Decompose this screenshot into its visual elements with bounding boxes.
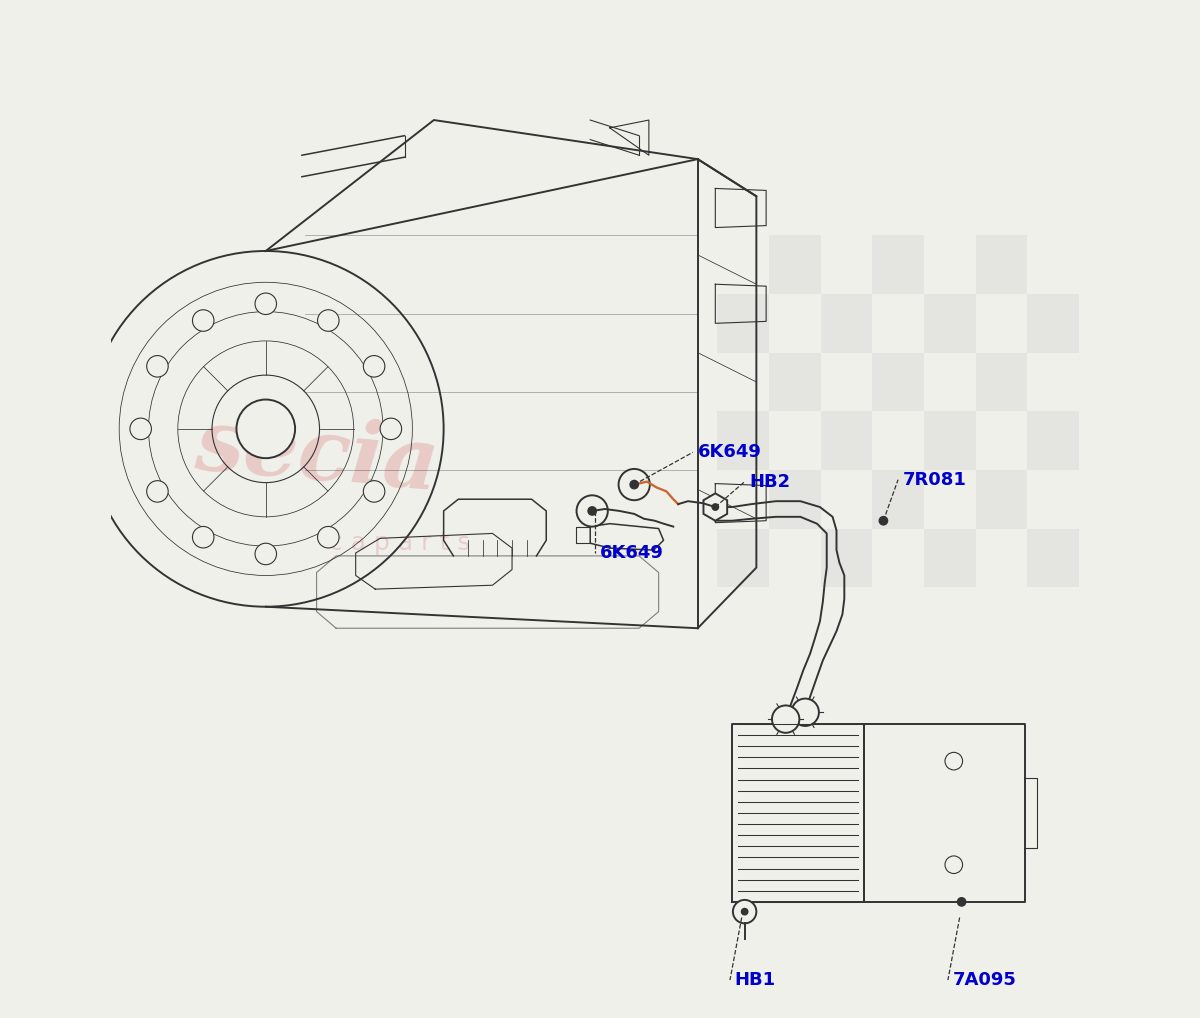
Circle shape	[740, 908, 749, 915]
Circle shape	[618, 469, 650, 500]
Bar	[718, 528, 769, 587]
Bar	[718, 294, 769, 352]
Bar	[1027, 294, 1079, 352]
Circle shape	[146, 355, 168, 377]
Text: c a p a r t s: c a p a r t s	[329, 531, 470, 555]
Text: 7A095: 7A095	[953, 971, 1016, 989]
Bar	[1027, 411, 1079, 470]
Bar	[976, 352, 1027, 411]
Circle shape	[318, 309, 340, 331]
Circle shape	[772, 705, 799, 733]
Circle shape	[236, 399, 295, 458]
Circle shape	[956, 897, 966, 907]
Bar	[976, 235, 1027, 294]
Text: 6K649: 6K649	[697, 443, 762, 461]
Polygon shape	[703, 494, 727, 521]
Bar	[718, 411, 769, 470]
Bar	[872, 352, 924, 411]
Circle shape	[318, 526, 340, 548]
Text: 6K649: 6K649	[600, 544, 664, 562]
Bar	[872, 235, 924, 294]
Circle shape	[944, 856, 962, 873]
Bar	[821, 411, 872, 470]
Circle shape	[733, 900, 756, 923]
Circle shape	[792, 698, 818, 726]
Circle shape	[629, 479, 640, 490]
Bar	[821, 294, 872, 352]
Circle shape	[192, 526, 214, 548]
Bar	[872, 470, 924, 528]
Circle shape	[364, 480, 385, 502]
Circle shape	[576, 496, 608, 526]
Bar	[769, 235, 821, 294]
Circle shape	[364, 355, 385, 377]
Circle shape	[944, 752, 962, 770]
Text: HB1: HB1	[734, 971, 776, 989]
Bar	[924, 294, 976, 352]
Text: HB2: HB2	[750, 472, 791, 491]
Bar	[976, 470, 1027, 528]
Bar	[769, 352, 821, 411]
Circle shape	[587, 506, 598, 516]
Circle shape	[712, 503, 719, 511]
Bar	[924, 411, 976, 470]
Circle shape	[380, 418, 402, 440]
Bar	[924, 528, 976, 587]
Circle shape	[256, 293, 276, 315]
Circle shape	[146, 480, 168, 502]
Bar	[769, 470, 821, 528]
Circle shape	[256, 544, 276, 565]
Circle shape	[878, 516, 888, 525]
Bar	[1027, 528, 1079, 587]
Bar	[821, 528, 872, 587]
Circle shape	[192, 309, 214, 331]
Text: 7R081: 7R081	[902, 470, 967, 489]
Text: secia: secia	[191, 403, 442, 508]
Circle shape	[130, 418, 151, 440]
